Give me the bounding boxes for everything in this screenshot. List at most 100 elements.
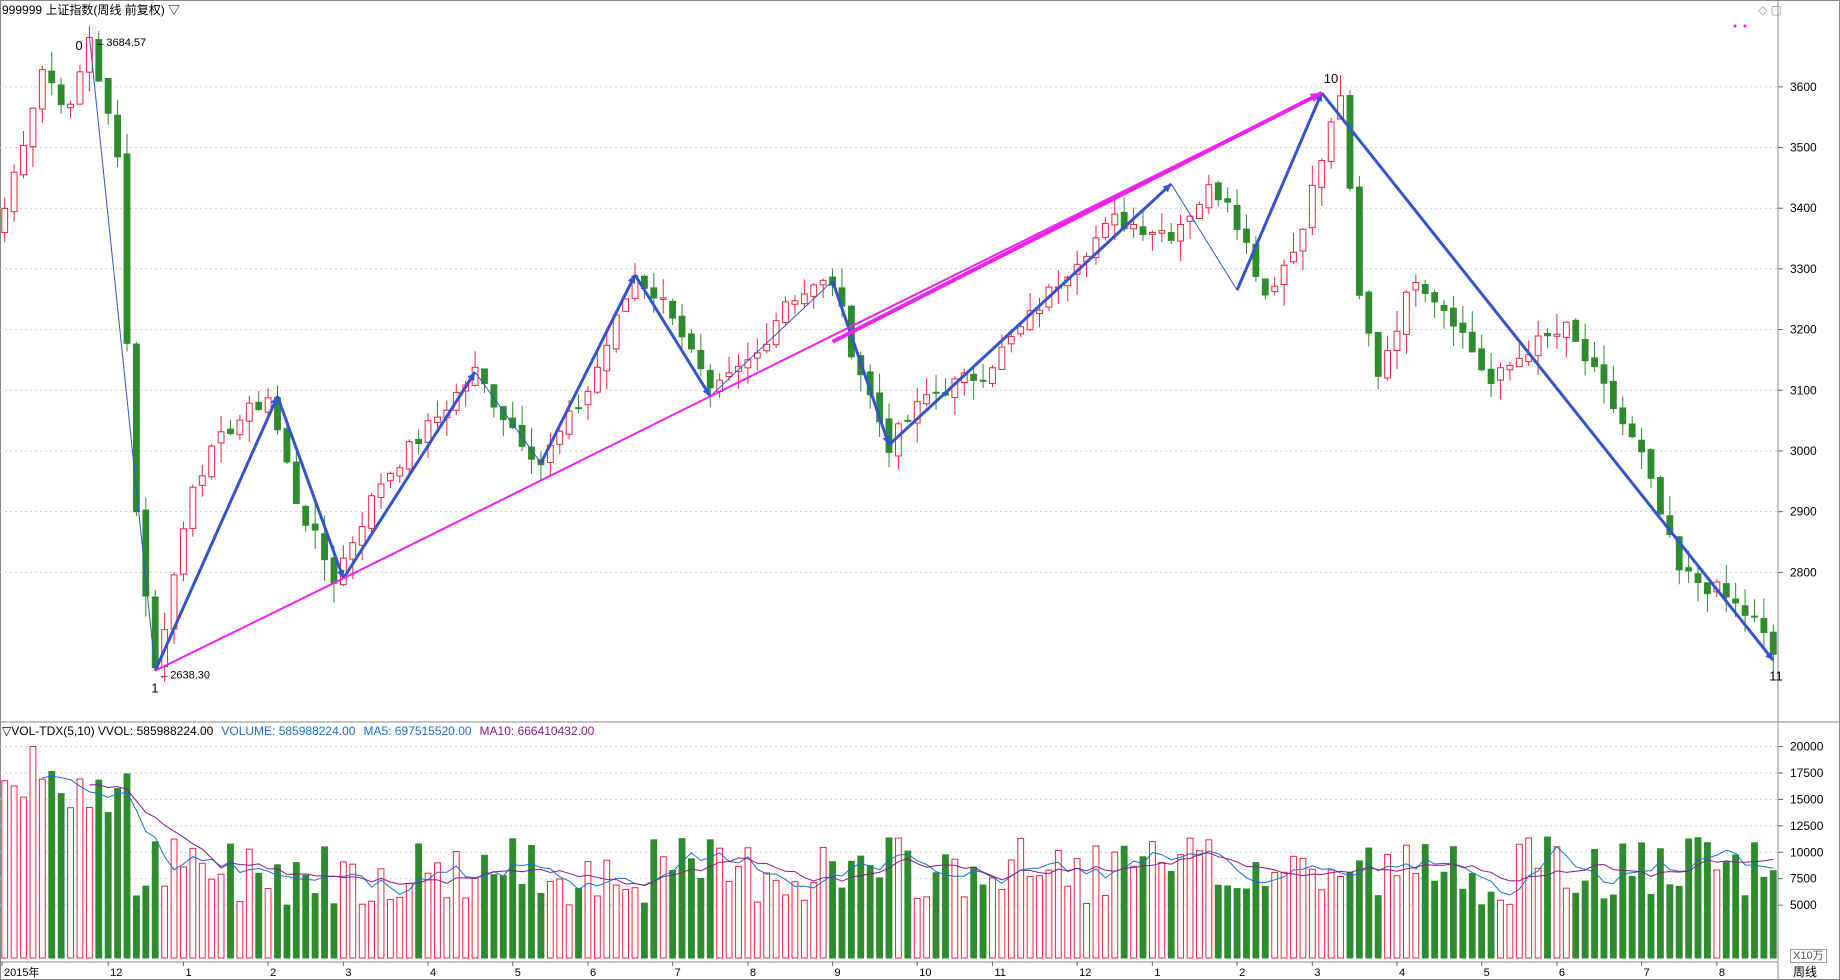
trendline-thick <box>831 91 1323 344</box>
volume-bar <box>1271 871 1279 959</box>
volume-bar <box>1685 838 1693 959</box>
candle-body <box>659 297 667 300</box>
volume-bar <box>1694 837 1702 959</box>
wave-line <box>153 395 279 672</box>
price-tick-label: 3200 <box>1790 323 1817 337</box>
candle-body <box>1196 203 1203 219</box>
time-tick-label: 2 <box>1239 967 1245 979</box>
wave-arrowhead <box>1162 183 1172 193</box>
volume-bar <box>1459 888 1467 959</box>
volume-bar <box>546 880 554 959</box>
volume-bar <box>989 877 996 959</box>
candle-body <box>800 293 808 305</box>
candle-body <box>772 320 780 346</box>
candle-body <box>29 107 37 148</box>
volume-bar <box>640 902 648 959</box>
candle-body <box>904 419 912 422</box>
volume-bar <box>85 806 93 959</box>
candle-body <box>57 84 65 106</box>
volume-tick-label: 7500 <box>1790 872 1817 886</box>
price-tick-label: 2800 <box>1790 565 1817 579</box>
period-label[interactable]: 周线 <box>1793 965 1818 979</box>
volume-bar <box>349 863 357 959</box>
volume-bar <box>659 856 667 959</box>
candle-body <box>1402 291 1410 335</box>
candle-body <box>1299 228 1307 252</box>
volume-bar <box>1308 868 1316 959</box>
candle-body <box>989 367 996 384</box>
candle-body <box>67 103 74 109</box>
candle-body <box>1384 349 1392 379</box>
volume-tick-label: 12500 <box>1790 819 1824 833</box>
volume-bar <box>142 885 150 959</box>
candle-body <box>706 369 714 389</box>
candle-body <box>1318 160 1326 188</box>
volume-bar <box>1346 871 1354 959</box>
volume-bar <box>198 862 206 959</box>
volume-bar <box>170 838 178 959</box>
candle-body <box>1741 605 1749 616</box>
low-price-label: ←2638.30 <box>159 670 210 682</box>
price-tick-label: 3600 <box>1790 80 1817 94</box>
volume-ma10-line <box>89 784 1774 887</box>
candle-body <box>1421 284 1429 294</box>
marker-dot <box>1743 24 1747 28</box>
volume-bar <box>358 903 366 959</box>
volume-bar <box>688 858 695 959</box>
candle-body <box>1459 322 1467 333</box>
volume-bar <box>1384 854 1392 959</box>
candle-body <box>1261 278 1269 296</box>
volume-bar <box>95 779 103 959</box>
volume-bar <box>339 861 347 959</box>
volume-value-label: VOLUME: 585988224.00 <box>221 724 356 738</box>
volume-bar <box>942 854 949 959</box>
candle-body <box>556 430 564 445</box>
volume-bar <box>706 839 714 959</box>
volume-bar <box>1431 880 1439 959</box>
wave-label-10: 10 <box>1324 71 1338 86</box>
volume-bar <box>217 873 225 959</box>
candle-body <box>264 397 272 413</box>
volume-bar <box>132 895 140 959</box>
volume-tick-label: 10000 <box>1790 845 1824 859</box>
window-controls-icon[interactable]: ◇ ▢ <box>1758 3 1782 17</box>
candle-body <box>688 333 695 350</box>
volume-bar <box>236 901 244 959</box>
volume-bar <box>970 866 978 959</box>
wave-line <box>1235 92 1324 291</box>
volume-bar <box>1544 836 1551 959</box>
candle-body <box>358 525 366 546</box>
candle-body <box>245 402 253 422</box>
volume-bar <box>810 882 818 959</box>
volume-bar <box>669 869 677 959</box>
wave-label-1: 1 <box>151 681 158 696</box>
candle-body <box>180 528 187 575</box>
volume-bar <box>1704 842 1711 959</box>
volume-bar <box>321 846 328 959</box>
candle-body <box>1431 292 1439 303</box>
candle-body <box>499 406 507 421</box>
candle-body <box>1487 368 1495 384</box>
volume-bar <box>1327 869 1335 959</box>
volume-bar <box>67 807 74 959</box>
volume-bar <box>857 855 865 959</box>
candle-body <box>415 438 423 445</box>
time-tick-label: 3 <box>345 967 351 979</box>
volume-bar <box>481 854 488 959</box>
time-tick-label: 9 <box>835 967 841 979</box>
volume-bar <box>1760 876 1768 959</box>
wave-line <box>709 280 833 397</box>
candle-body <box>1167 231 1175 241</box>
volume-bar <box>603 859 611 959</box>
candle-body <box>1111 213 1119 226</box>
volume-bar <box>377 868 385 959</box>
time-tick-label: 12 <box>110 967 122 979</box>
volume-bar <box>1365 847 1373 959</box>
candle-body <box>95 38 103 82</box>
chart-title: 999999 上证指数(周线 前复权) ▽ <box>2 3 181 17</box>
candle-body <box>10 171 18 213</box>
time-tick-label: 4 <box>430 967 436 979</box>
candle-body <box>584 390 592 406</box>
volume-bar <box>1290 855 1297 959</box>
